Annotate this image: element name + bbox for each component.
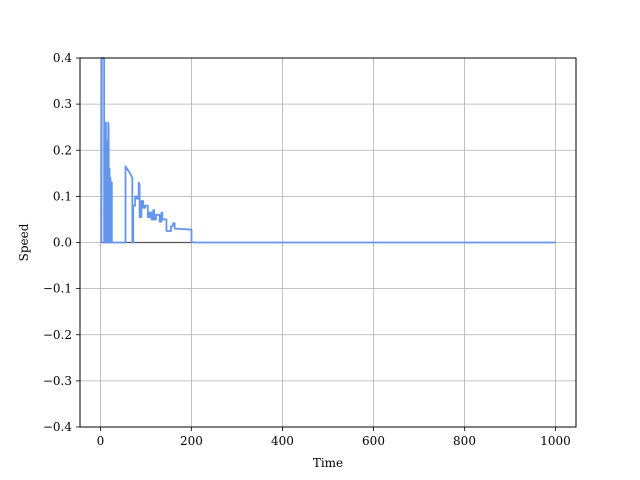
- y-tick-label: 0.2: [53, 143, 72, 157]
- x-tick-label: 200: [180, 434, 203, 448]
- y-axis-label: Speed: [17, 223, 31, 261]
- series-lines: [100, 57, 556, 244]
- y-tick-label: −0.4: [43, 420, 73, 434]
- y-tick-label: 0.3: [53, 97, 72, 111]
- x-tick-label: 400: [271, 434, 294, 448]
- y-tick-label: −0.1: [43, 282, 72, 296]
- series-line-1: [100, 57, 556, 244]
- x-axis-label: Time: [313, 456, 343, 470]
- y-tick-label: 0.0: [53, 236, 72, 250]
- x-axis-ticks: 0 200 400 600 800 1000: [97, 427, 571, 448]
- y-tick-label: −0.3: [43, 374, 72, 388]
- y-tick-label: 0.4: [53, 51, 72, 65]
- x-tick-label: 600: [362, 434, 385, 448]
- x-tick-label: 0: [97, 434, 105, 448]
- y-axis-ticks: −0.4 −0.3 −0.2 −0.1 0.0 0.1 0.2 0.3 0.4: [43, 51, 80, 434]
- y-tick-label: 0.1: [53, 189, 72, 203]
- x-tick-label: 800: [453, 434, 476, 448]
- x-tick-label: 1000: [540, 434, 571, 448]
- y-tick-label: −0.2: [43, 328, 72, 342]
